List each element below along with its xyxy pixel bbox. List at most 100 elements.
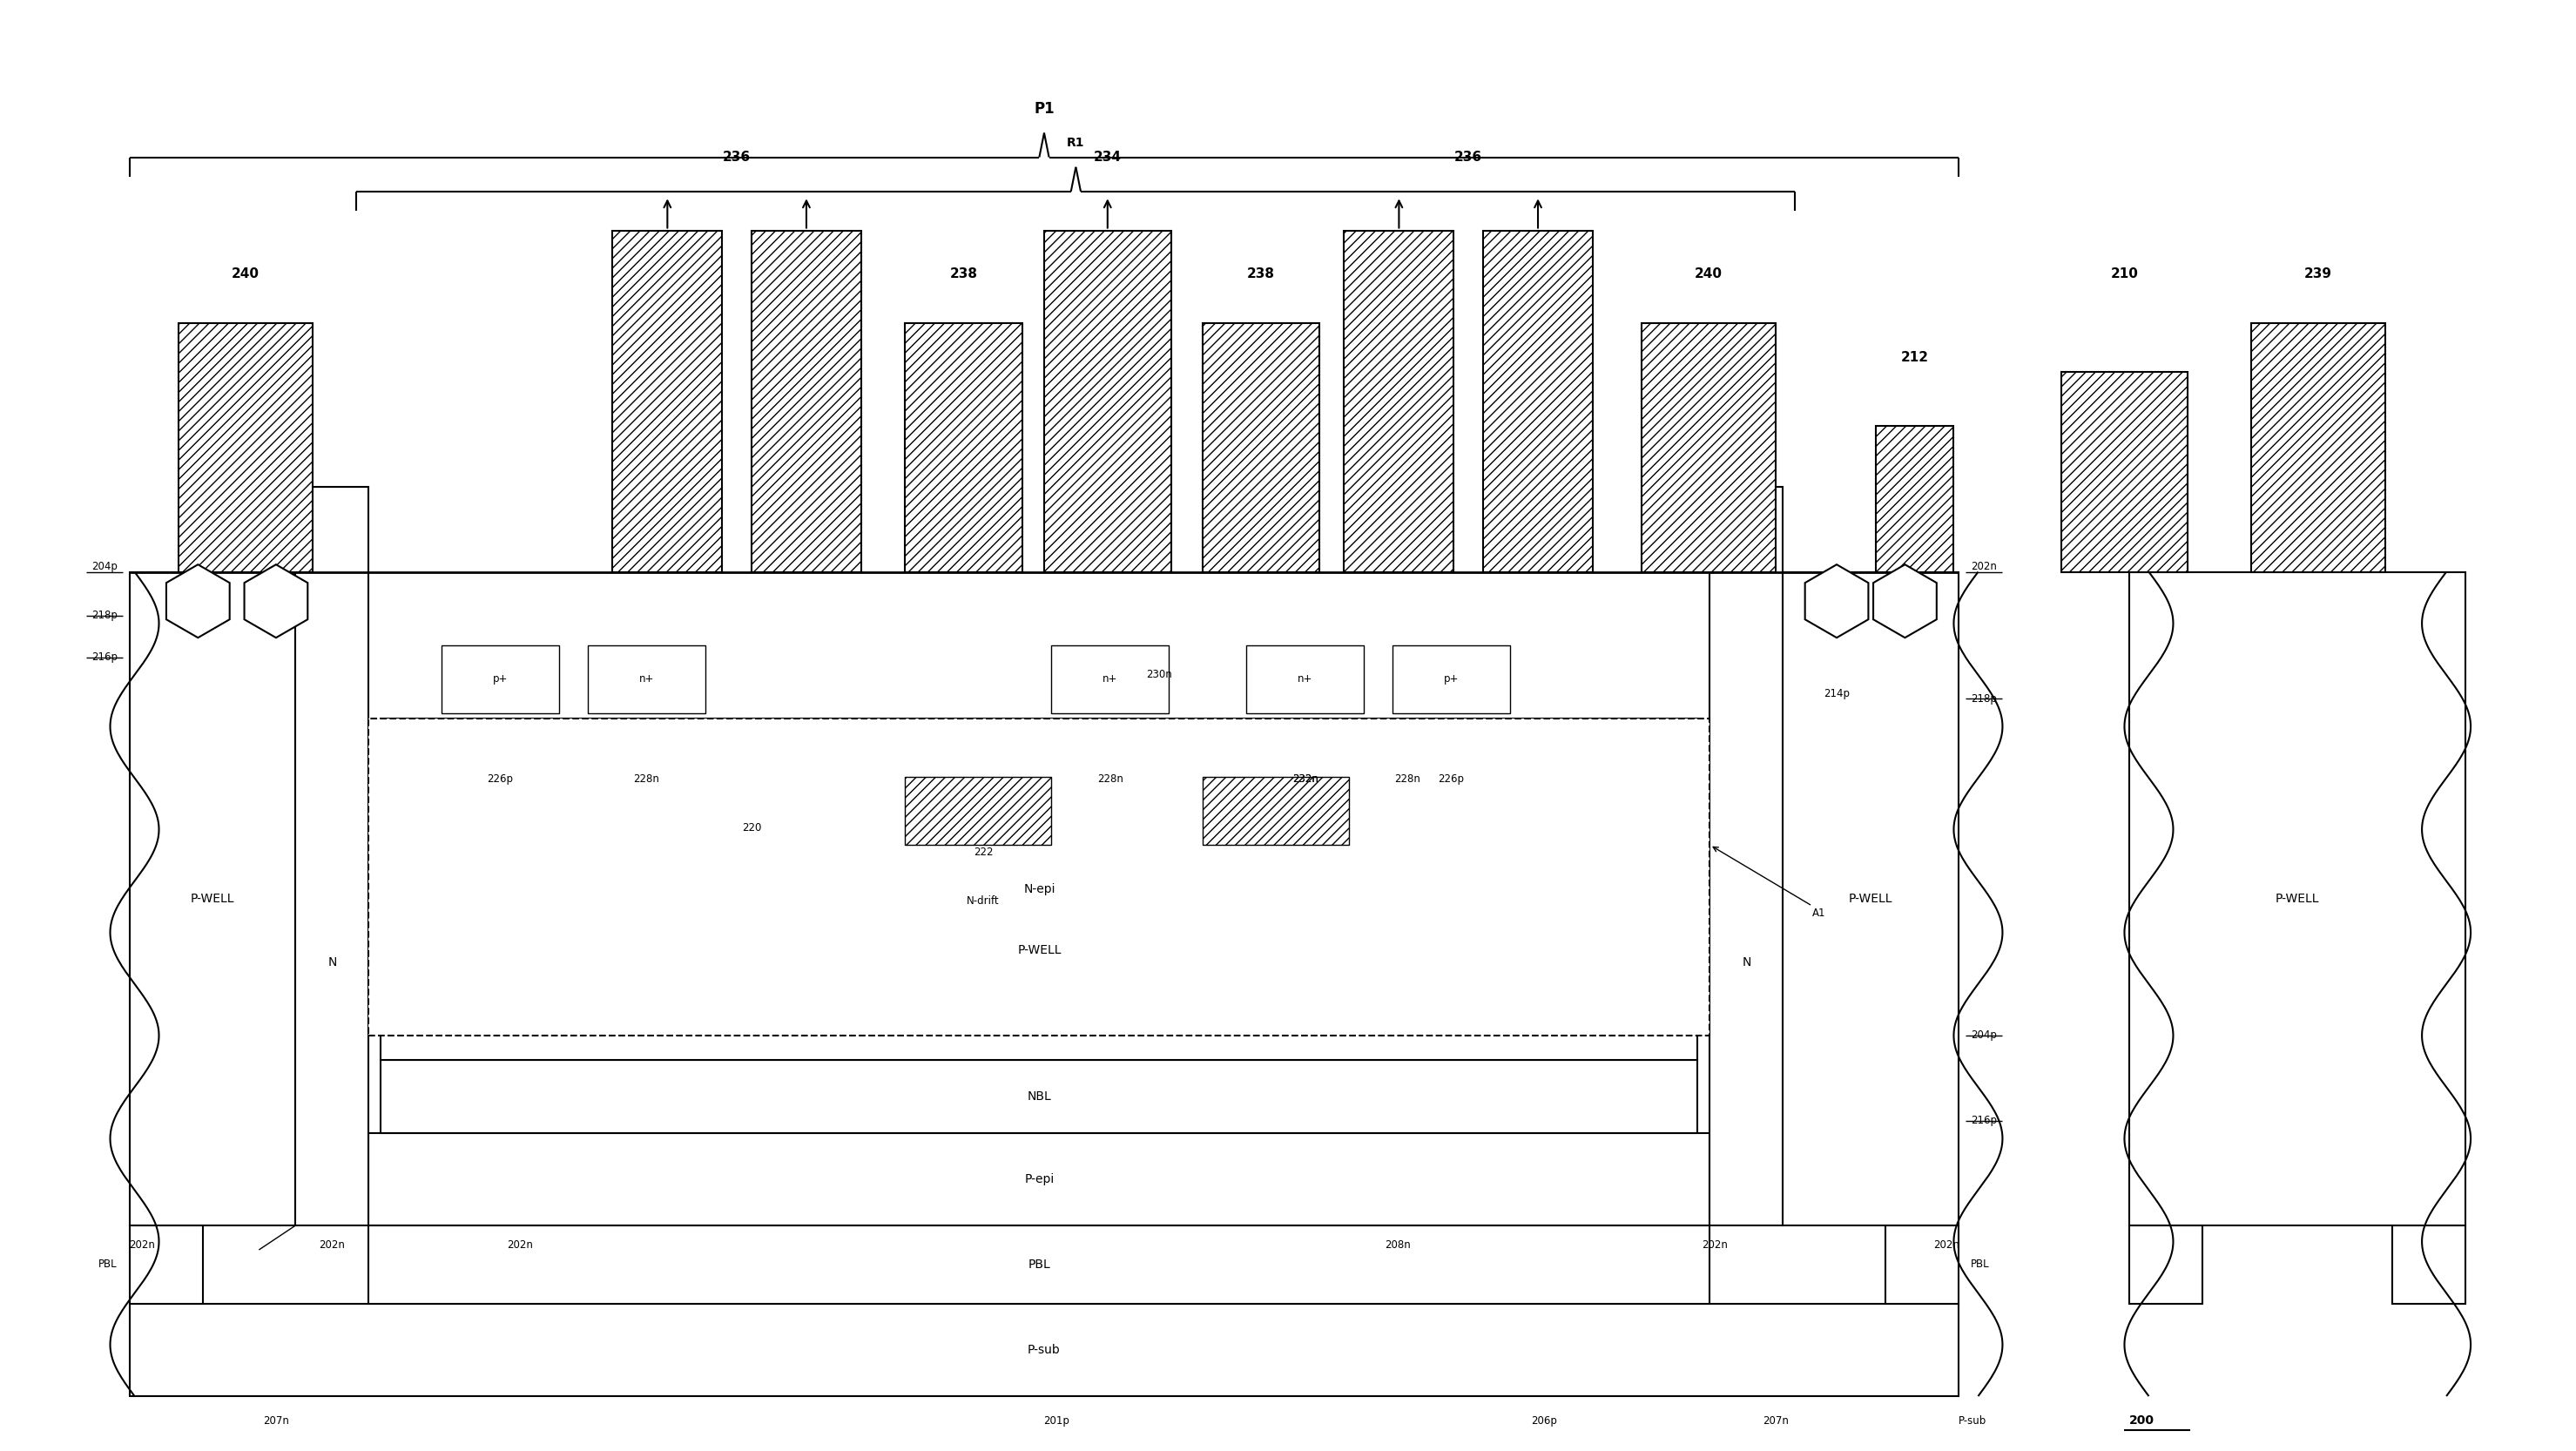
Text: PBL: PBL xyxy=(1028,1258,1051,1271)
Bar xyxy=(752,231,860,572)
Text: 226p: 226p xyxy=(1437,773,1463,785)
Bar xyxy=(443,646,559,714)
Text: 210: 210 xyxy=(2110,268,2138,281)
Text: 228n: 228n xyxy=(1394,773,1419,785)
Bar xyxy=(2393,1226,2465,1303)
Text: P1: P1 xyxy=(1033,100,1054,116)
Bar xyxy=(587,646,706,714)
Bar xyxy=(368,718,1710,1035)
Bar xyxy=(368,1133,1710,1226)
Text: P-WELL: P-WELL xyxy=(191,892,234,905)
Text: N-epi: N-epi xyxy=(1023,882,1056,895)
Text: 207n: 207n xyxy=(1762,1415,1788,1426)
Text: R1: R1 xyxy=(1066,136,1084,148)
Text: P-sub: P-sub xyxy=(1958,1415,1986,1426)
Polygon shape xyxy=(1873,564,1937,637)
Bar xyxy=(296,486,368,1226)
Text: 202n: 202n xyxy=(507,1239,533,1251)
Text: n+: n+ xyxy=(639,673,654,685)
Text: 239: 239 xyxy=(2306,268,2331,281)
Text: 202n: 202n xyxy=(1703,1239,1728,1251)
Text: P-WELL: P-WELL xyxy=(1850,892,1893,905)
Text: 238: 238 xyxy=(951,268,979,281)
Bar xyxy=(1641,324,1775,572)
Bar xyxy=(613,231,721,572)
Text: PBL: PBL xyxy=(98,1259,118,1270)
Text: n+: n+ xyxy=(1103,673,1118,685)
Text: 206p: 206p xyxy=(1530,1415,1556,1426)
Bar xyxy=(904,324,1023,572)
Bar xyxy=(1710,486,1783,1226)
Bar xyxy=(368,1226,1710,1303)
Text: 200: 200 xyxy=(2130,1415,2154,1426)
Text: 218p: 218p xyxy=(1971,694,1996,704)
Text: P-WELL: P-WELL xyxy=(1018,943,1061,956)
Bar xyxy=(2130,572,2465,1226)
Text: n+: n+ xyxy=(1298,673,1314,685)
Text: 202n: 202n xyxy=(1971,562,1996,573)
Bar xyxy=(381,718,1698,1059)
Bar xyxy=(1394,646,1510,714)
Text: 220: 220 xyxy=(742,823,762,833)
Bar xyxy=(129,1226,204,1303)
Text: P-epi: P-epi xyxy=(1025,1172,1054,1185)
Text: 232n: 232n xyxy=(1293,773,1319,785)
Polygon shape xyxy=(245,564,307,637)
Bar xyxy=(178,324,312,572)
Text: 222: 222 xyxy=(974,846,992,858)
Text: 208n: 208n xyxy=(1386,1239,1412,1251)
Text: P-sub: P-sub xyxy=(1028,1344,1061,1355)
Text: PBL: PBL xyxy=(1971,1259,1989,1270)
Text: 240: 240 xyxy=(232,268,260,281)
Bar xyxy=(2061,371,2187,572)
Bar xyxy=(1886,1226,1958,1303)
Bar xyxy=(1484,231,1592,572)
Bar xyxy=(129,1303,1958,1396)
Text: 214p: 214p xyxy=(1824,688,1850,699)
Text: NBL: NBL xyxy=(1028,1090,1051,1103)
Text: 228n: 228n xyxy=(1097,773,1123,785)
Text: 202n: 202n xyxy=(1935,1239,1960,1251)
Polygon shape xyxy=(1806,564,1868,637)
Text: 228n: 228n xyxy=(634,773,659,785)
Bar xyxy=(1203,324,1319,572)
Text: 204p: 204p xyxy=(1971,1030,1996,1040)
Bar xyxy=(1043,231,1172,572)
Text: p+: p+ xyxy=(1443,673,1458,685)
Bar xyxy=(1247,646,1363,714)
Text: p+: p+ xyxy=(492,673,507,685)
Bar xyxy=(381,1059,1698,1133)
Bar xyxy=(129,572,296,1226)
Text: 216p: 216p xyxy=(1971,1114,1996,1126)
Bar xyxy=(1875,425,1953,572)
Text: N: N xyxy=(1741,956,1752,968)
Text: 202n: 202n xyxy=(129,1239,155,1251)
Bar xyxy=(904,776,1051,844)
Text: 234: 234 xyxy=(1095,151,1121,164)
Bar xyxy=(1051,646,1170,714)
Text: 226p: 226p xyxy=(487,773,513,785)
Bar xyxy=(2251,324,2385,572)
Text: 201p: 201p xyxy=(1043,1415,1069,1426)
Text: 204p: 204p xyxy=(93,562,118,573)
Polygon shape xyxy=(167,564,229,637)
Text: A1: A1 xyxy=(1814,908,1826,918)
Text: N-drift: N-drift xyxy=(966,895,999,907)
Text: 238: 238 xyxy=(1247,268,1275,281)
Text: 202n: 202n xyxy=(319,1239,345,1251)
Bar xyxy=(1203,776,1350,844)
Text: 212: 212 xyxy=(1901,351,1929,364)
Bar xyxy=(1783,572,1958,1226)
Text: 236: 236 xyxy=(724,151,750,164)
Text: N: N xyxy=(327,956,337,968)
Bar xyxy=(1345,231,1453,572)
Text: P-WELL: P-WELL xyxy=(2275,892,2318,905)
Bar xyxy=(2130,1226,2202,1303)
Text: 216p: 216p xyxy=(90,651,118,663)
Text: 230n: 230n xyxy=(1146,669,1172,681)
Text: 218p: 218p xyxy=(93,609,118,621)
Text: 236: 236 xyxy=(1455,151,1481,164)
Text: 207n: 207n xyxy=(263,1415,289,1426)
Text: 240: 240 xyxy=(1695,268,1723,281)
Text: 232n: 232n xyxy=(1293,773,1319,785)
